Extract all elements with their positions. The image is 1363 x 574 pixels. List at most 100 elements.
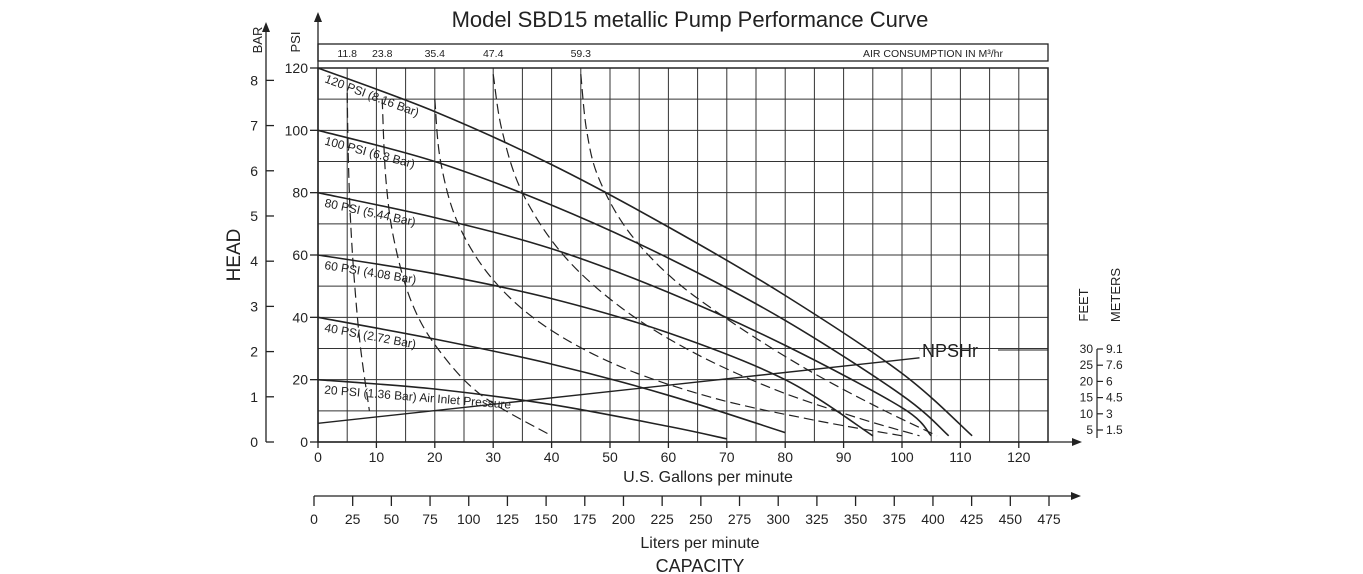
meters-tick-label: 9.1 [1106,342,1123,356]
x-tick-label: 40 [544,449,560,465]
x-tick-label: 120 [1007,449,1031,465]
air-consumption-value: 11.8 [337,48,357,60]
x2-tick-label: 150 [534,511,558,527]
x2-tick-label: 200 [612,511,636,527]
x2-axis-label: Liters per minute [640,535,759,552]
meters-tick-label: 4.5 [1106,391,1123,405]
x-tick-label: 30 [485,449,501,465]
performance-curve [317,129,950,437]
feet-tick-label: 5 [1086,423,1093,437]
x2-tick-label: 375 [883,511,907,527]
x2-tick-label: 475 [1037,511,1061,527]
x2-tick-label: 325 [805,511,829,527]
air-consumption-label: AIR CONSUMPTION IN M³/hr [863,48,1004,60]
meters-tick-label: 3 [1106,407,1113,421]
x-tick-label: 60 [661,449,677,465]
performance-curve [317,254,874,437]
air-consumption-curve [346,92,370,411]
bar-tick-label: 4 [250,253,258,269]
feet-tick-label: 25 [1080,358,1094,372]
x-axis-label: U.S. Gallons per minute [623,469,793,486]
npsh-label: NPSHr [922,341,978,361]
x2-tick-label: 400 [921,511,945,527]
x-tick-label: 0 [314,449,322,465]
feet-tick-label: 30 [1080,342,1094,356]
x-tick-label: 20 [427,449,443,465]
meters-tick-label: 7.6 [1106,358,1123,372]
bar-tick-label: 7 [250,118,258,134]
bar-axis-arrow [262,22,270,32]
x2-tick-label: 50 [384,511,400,527]
psi-axis-arrow [314,12,322,22]
meters-label: METERS [1108,268,1123,323]
bar-label: BAR [250,27,265,54]
x-axis-arrow [1072,438,1082,446]
x-tick-label: 100 [890,449,914,465]
feet-tick-label: 10 [1080,407,1094,421]
performance-curve [317,378,727,440]
psi-tick-label: 120 [285,60,309,76]
x2-tick-label: 300 [767,511,791,527]
x-tick-label: 110 [949,449,972,465]
psi-tick-label: 40 [292,309,308,325]
x2-tick-label: 250 [689,511,713,527]
x2-tick-label: 275 [728,511,752,527]
bar-tick-label: 5 [250,208,258,224]
bar-tick-label: 3 [250,298,258,314]
psi-tick-label: 60 [292,247,308,263]
air-consumption-curves [346,74,938,437]
psi-tick-label: 0 [300,434,308,450]
air-consumption-curve [434,99,903,437]
feet-label: FEET [1076,288,1091,321]
grid [318,68,1048,443]
air-consumption-value: 23.8 [372,48,393,60]
x2-tick-label: 0 [310,511,318,527]
x2-tick-label: 75 [422,511,438,527]
air-consumption-value: 47.4 [483,48,504,60]
bar-tick-label: 8 [250,72,258,88]
curve-label: 40 PSI (2.72 Bar) [323,321,417,352]
performance-curves: 120 PSI (8.16 Bar)100 PSI (6.8 Bar)80 PS… [317,67,973,440]
x-tick-label: 50 [602,449,618,465]
psi-tick-label: 80 [292,185,308,201]
psi-tick-label: 20 [292,372,308,388]
bar-tick-label: 0 [250,434,258,450]
x-tick-label: 90 [836,449,852,465]
meters-tick-label: 6 [1106,374,1113,388]
capacity-label: CAPACITY [656,556,745,574]
air-consumption-curve [580,74,938,437]
x-tick-label: 70 [719,449,735,465]
x2-axis-ticks: 0 25 50 75 100 125 150 175 200 225 250 275 300 325 350… [310,496,1061,527]
feet-tick-label: 20 [1080,374,1094,388]
air-consumption-curve [381,99,552,437]
air-consumption-value: 35.4 [425,48,446,60]
x2-tick-label: 350 [844,511,868,527]
air-consumption-value: 59.3 [571,48,592,60]
performance-curve [317,67,973,437]
bar-tick-label: 6 [250,163,258,179]
x2-axis-arrow [1071,492,1081,500]
x2-tick-label: 225 [650,511,674,527]
psi-tick-label: 100 [285,122,309,138]
x2-tick-label: 25 [345,511,361,527]
meters-tick-label: 1.5 [1106,423,1123,437]
x-tick-label: 80 [777,449,793,465]
npsh-line [317,357,920,424]
chart-title: Model SBD15 metallic Pump Performance Cu… [452,7,929,32]
x-tick-label: 10 [369,449,385,465]
x2-tick-label: 425 [960,511,984,527]
feet-tick-label: 15 [1080,391,1094,405]
air-consumption-labels: 11.8 23.8 35.4 47.4 59.3 [337,48,591,60]
bar-tick-label: 1 [250,389,258,405]
npsh-curve: NPSHr [317,341,1048,424]
axis-ticks: 0 10 20 30 40 50 60 70 80 90 100 110 120020406080100… [250,60,1030,465]
curve-label: 120 PSI (8.16 Bar) [323,72,421,120]
air-consumption-curve [492,74,920,437]
x2-tick-label: 175 [573,511,597,527]
performance-curve [317,191,932,437]
performance-curve [317,316,786,434]
x2-tick-label: 125 [496,511,520,527]
psi-label: PSI [288,32,303,53]
npsh-scale: 5 1.5 10 3 15 4.5 20 6 25 7.6 30 9.1 [1080,342,1123,438]
